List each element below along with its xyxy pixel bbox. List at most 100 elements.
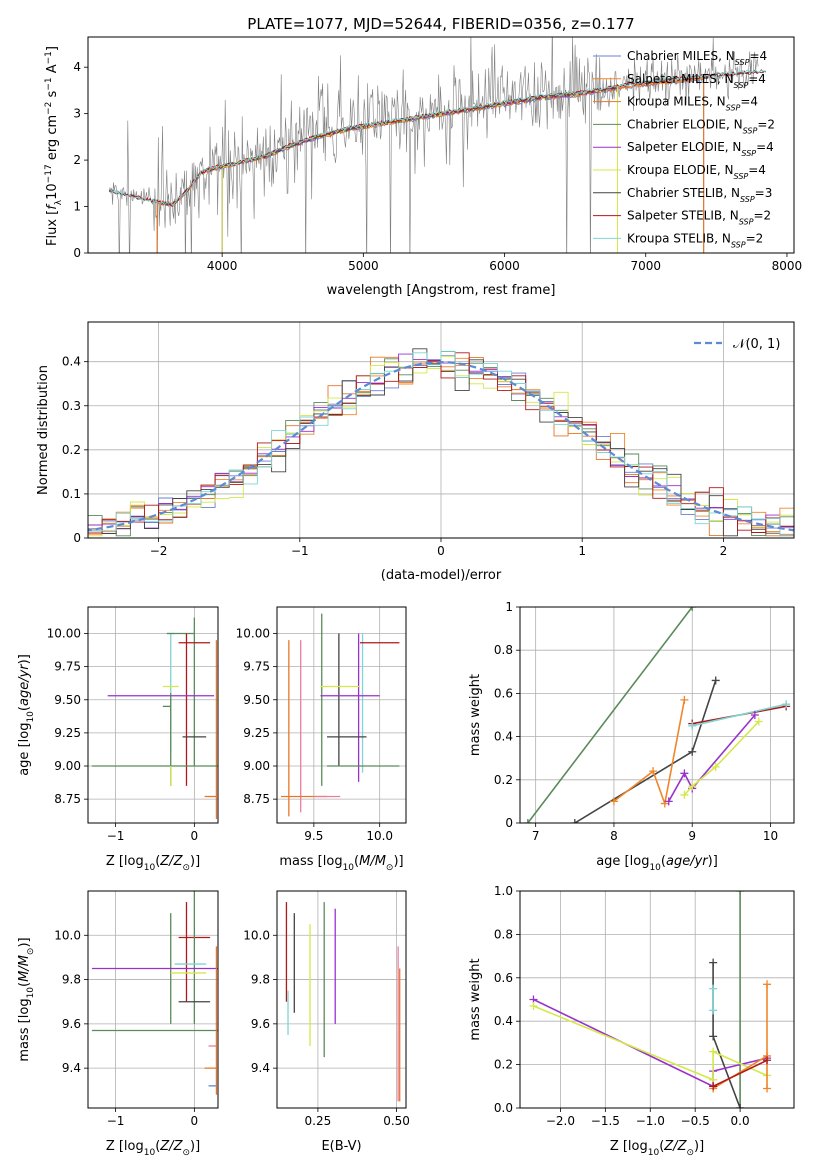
y-tick-label: 9.4 xyxy=(251,1061,270,1075)
x-tick-label: 7 xyxy=(532,829,540,843)
y-tick-label: 4 xyxy=(73,60,81,74)
y-axis-label: mass weight xyxy=(468,674,483,756)
series-point xyxy=(688,747,697,756)
y-tick-label: 9.50 xyxy=(243,693,270,707)
legend-entry: Salpeter ELODIE, NSSP=4 xyxy=(593,140,774,158)
series-salpeter_stelib xyxy=(709,1056,772,1091)
y-tick-label: 9.25 xyxy=(54,726,81,740)
chart-3: 9.5 10.0 8.75 9.00 9.25 9.50 9.75 10.00 mass [lo… xyxy=(236,606,407,873)
x-tick-label: 9 xyxy=(688,829,696,843)
chart-2: −1 0 8.75 9.00 9.25 9.50 9.75 10.00 Z [log10(Z/Z… xyxy=(17,606,219,873)
axes-frame xyxy=(87,890,219,1109)
plot-area xyxy=(108,37,767,253)
axes-frame xyxy=(519,890,795,1109)
y-tick-label: 8.75 xyxy=(243,792,270,806)
y-tick-label: 0.3 xyxy=(62,399,81,413)
y-axis-label: mass weight xyxy=(468,958,483,1040)
y-tick-label: 0 xyxy=(505,816,513,830)
legend-label: Salpeter STELIB, NSSP=2 xyxy=(627,209,771,227)
series-point xyxy=(609,797,618,806)
series-point xyxy=(736,1104,745,1108)
x-axis-label: (data-model)/error xyxy=(381,568,502,583)
y-tick-label: 10.00 xyxy=(47,627,81,641)
legend-entry: Kroupa ELODIE, NSSP=4 xyxy=(593,163,766,181)
x-tick-label: 0 xyxy=(191,1114,199,1128)
plot-area xyxy=(523,607,791,823)
y-tick-label: 0 xyxy=(73,531,81,545)
legend-entry: Chabrier ELODIE, NSSP=2 xyxy=(593,117,775,135)
x-tick-label: 2 xyxy=(720,544,728,558)
y-tick-label: 0.6 xyxy=(494,971,513,985)
axes-frame xyxy=(87,321,795,539)
legend-label: Kroupa ELODIE, NSSP=4 xyxy=(627,163,766,181)
x-tick-label: 0 xyxy=(191,829,199,843)
histogram-kroupa_stelib xyxy=(88,350,794,537)
x-tick-label: −1 xyxy=(107,829,125,843)
plot-area xyxy=(280,613,400,817)
legend-entry: Chabrier STELIB, NSSP=3 xyxy=(593,186,772,203)
y-tick-label: 0.0 xyxy=(494,1101,513,1115)
series-point xyxy=(688,782,697,791)
series-point xyxy=(688,607,697,611)
legend-entry: Chabrier MILES, NSSP=4 xyxy=(593,49,767,67)
series-point xyxy=(711,762,720,771)
x-tick-label: 0.0 xyxy=(731,1114,750,1128)
axes-frame xyxy=(276,890,407,1109)
y-tick-label: 0.8 xyxy=(494,643,513,657)
series-point xyxy=(570,819,579,823)
chart-4: 7 8 9 10 0 0.2 0.4 0.6 0.8 1 age [log10(age/yr)] ma… xyxy=(468,600,795,873)
x-axis-label: Z [log10(Z/Z⊙)] xyxy=(106,1139,200,1158)
series-line xyxy=(683,720,760,796)
y-tick-label: 1 xyxy=(505,600,513,614)
legend-entry: Kroupa STELIB, NSSP=2 xyxy=(593,231,763,249)
x-tick-label: 9.5 xyxy=(304,829,323,843)
x-tick-label: −0.5 xyxy=(681,1114,710,1128)
x-axis-label: age [log10(age/yr)] xyxy=(596,854,718,873)
series-point xyxy=(709,984,718,993)
y-tick-label: 9.25 xyxy=(243,726,270,740)
series-point xyxy=(763,1084,772,1093)
y-axis-label: age [log10(age/yr)] xyxy=(17,654,36,776)
legend-entry: Salpeter MILES, NSSP=4 xyxy=(593,72,766,89)
series-line xyxy=(533,1005,768,1081)
series-line xyxy=(668,714,756,802)
legend-label: Kroupa STELIB, NSSP=2 xyxy=(627,231,763,249)
series-point xyxy=(680,790,689,799)
legend-entry: Salpeter STELIB, NSSP=2 xyxy=(593,209,771,227)
y-tick-label: 10.00 xyxy=(236,627,270,641)
series-point xyxy=(782,700,791,709)
series-point xyxy=(523,819,532,823)
model-spectrum-chabrier_stelib xyxy=(109,69,766,207)
axes-frame xyxy=(87,606,219,824)
y-tick-label: 0.2 xyxy=(494,1058,513,1072)
series-point xyxy=(763,980,772,989)
series-point xyxy=(709,1006,718,1015)
x-axis-label: Z [log10(Z/Z⊙)] xyxy=(106,854,200,873)
model-spectrum-salpeter_stelib xyxy=(108,69,766,208)
y-axis-label: Normed distribution xyxy=(36,365,51,495)
x-tick-label: 8000 xyxy=(772,259,803,273)
x-tick-label: 0.50 xyxy=(383,1114,410,1128)
series-point xyxy=(664,797,673,806)
y-tick-label: 0.4 xyxy=(494,730,513,744)
series-point xyxy=(750,711,759,719)
chart-7: −2.0 −1.5 −1.0 −0.5 0.0 0.0 0.2 0.4 0.6 0.8 1.0 Z [… xyxy=(468,884,795,1158)
model-spectrum-kroupa_stelib xyxy=(109,69,767,207)
series-point xyxy=(709,958,718,967)
chart-1: −2 −1 0 1 2 0 0.1 0.2 0.3 0.4 (data-model)/error No… xyxy=(36,321,795,583)
chart-0: 4000 5000 6000 7000 8000 0 1 2 3 4 wavelength [Ang… xyxy=(44,36,803,298)
x-axis-label: Z [log10(Z/Z⊙)] xyxy=(610,1139,704,1158)
y-tick-label: 0.8 xyxy=(494,927,513,941)
series-line xyxy=(527,607,693,823)
y-tick-label: 2 xyxy=(73,153,81,167)
legend-label: Chabrier ELODIE, NSSP=2 xyxy=(627,117,775,135)
x-tick-label: 10 xyxy=(763,829,778,843)
x-tick-label: −1.0 xyxy=(636,1114,665,1128)
series-point xyxy=(711,676,720,685)
series-kroupa_stelib xyxy=(688,700,791,730)
plot-area xyxy=(529,891,772,1108)
legend-label: Chabrier MILES, NSSP=4 xyxy=(627,49,767,67)
y-tick-label: 9.8 xyxy=(251,973,270,987)
figure-title: PLATE=1077, MJD=52644, FIBERID=0356, z=0… xyxy=(247,15,634,33)
y-tick-label: 0.6 xyxy=(494,686,513,700)
